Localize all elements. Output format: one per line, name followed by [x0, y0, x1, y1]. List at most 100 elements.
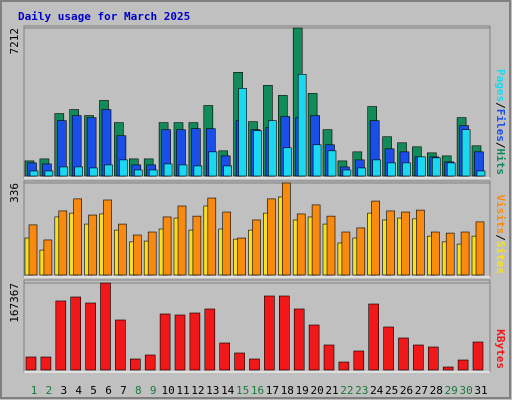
bar	[293, 308, 305, 371]
x-tick-label: 28	[430, 384, 443, 397]
x-tick-label: 4	[75, 384, 82, 397]
bar	[427, 346, 439, 371]
bar	[268, 120, 277, 177]
bar	[387, 162, 396, 177]
x-tick-label: 17	[266, 384, 279, 397]
x-tick-label: 1	[31, 384, 38, 397]
legend-entry: Pages	[494, 69, 507, 102]
bar	[475, 221, 485, 276]
bar	[342, 169, 352, 177]
bar	[25, 356, 37, 371]
bar	[234, 352, 245, 371]
bar	[204, 308, 216, 371]
bar	[402, 162, 411, 177]
bar	[100, 282, 111, 371]
bar	[371, 200, 381, 276]
x-tick-label: 31	[474, 384, 487, 397]
bar	[193, 165, 203, 177]
bar	[86, 117, 97, 177]
bar	[476, 170, 486, 177]
x-tick-label: 11	[176, 384, 189, 397]
bar	[312, 144, 322, 177]
bar	[134, 169, 143, 177]
bar	[267, 198, 276, 276]
bar	[446, 162, 456, 177]
bar	[219, 342, 230, 371]
bar	[208, 151, 218, 177]
x-tick-label: 30	[459, 384, 472, 397]
x-tick-label: 24	[370, 384, 384, 397]
bar	[386, 210, 395, 276]
bar	[368, 303, 380, 371]
bar	[55, 300, 67, 371]
x-tick-label: 8	[135, 384, 142, 397]
bar	[119, 159, 128, 177]
legend: Visits/Sites	[494, 195, 507, 275]
legend-entry: Sites	[494, 241, 507, 274]
bar	[282, 147, 292, 177]
legend-entry: Files	[494, 109, 507, 142]
bar	[73, 198, 82, 276]
bar	[147, 231, 157, 276]
x-tick-label: 26	[400, 384, 413, 397]
x-tick-label: 25	[385, 384, 398, 397]
bar	[338, 361, 350, 371]
bar	[327, 150, 337, 177]
bar	[88, 214, 97, 276]
x-tick-label: 3	[60, 384, 67, 397]
bar	[104, 164, 113, 177]
bar	[442, 366, 454, 371]
bar	[130, 358, 141, 371]
bar	[252, 219, 261, 276]
bar	[178, 164, 188, 177]
legend: Pages/Files/Hits	[494, 69, 507, 175]
x-tick-label: 14	[221, 384, 235, 397]
bar	[278, 295, 290, 371]
bar	[357, 167, 367, 177]
bar	[308, 324, 320, 371]
bar	[148, 169, 158, 177]
x-tick-label: 9	[150, 384, 157, 397]
x-tick-label: 7	[120, 384, 127, 397]
bar	[177, 205, 187, 276]
x-tick-label: 22	[340, 384, 353, 397]
x-tick-label: 27	[415, 384, 428, 397]
legend-entry: KBytes	[494, 329, 507, 369]
bar	[44, 170, 54, 177]
x-tick-label: 23	[355, 384, 368, 397]
x-tick-label: 15	[236, 384, 249, 397]
x-tick-label: 20	[310, 384, 323, 397]
bar	[159, 313, 171, 371]
bar	[383, 326, 394, 371]
bar	[85, 302, 96, 371]
bar	[341, 231, 351, 276]
bar	[372, 159, 382, 177]
bar	[297, 74, 307, 177]
legend-entry: Visits	[494, 195, 507, 235]
bar	[398, 337, 409, 371]
bar	[89, 167, 98, 177]
bar	[431, 157, 441, 177]
legend-separator: /	[494, 102, 507, 109]
bar	[417, 156, 426, 177]
bar	[163, 163, 173, 177]
x-tick-label: 5	[90, 384, 97, 397]
bar	[326, 215, 336, 276]
x-tick-label: 6	[105, 384, 112, 397]
x-tick-label: 19	[296, 384, 309, 397]
bar	[115, 319, 126, 371]
bar	[237, 237, 246, 276]
bar	[281, 182, 291, 276]
bar	[58, 210, 68, 276]
bar	[401, 211, 410, 276]
bar	[430, 231, 440, 276]
bar	[70, 296, 81, 371]
bar	[249, 358, 260, 371]
bar	[413, 344, 424, 371]
bar	[118, 223, 127, 276]
bar	[189, 312, 201, 371]
bar	[103, 199, 112, 276]
bar	[353, 350, 365, 371]
x-tick-label: 12	[191, 384, 204, 397]
